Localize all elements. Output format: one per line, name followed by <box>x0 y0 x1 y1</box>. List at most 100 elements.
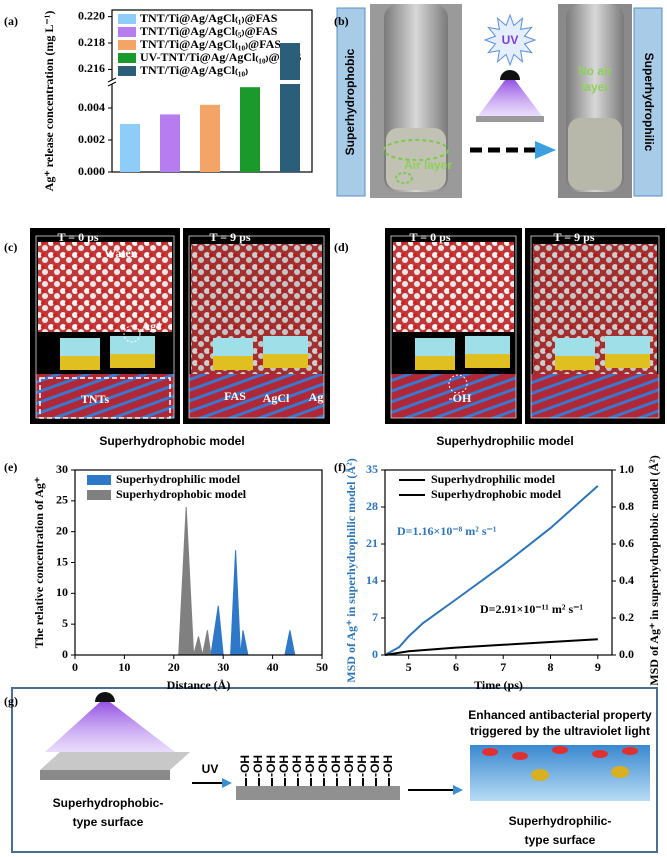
x-tick-label: 5 <box>406 660 412 674</box>
y-tick-label: 0.8 <box>619 499 634 513</box>
y-tick-label: 28 <box>366 499 378 513</box>
bar <box>280 43 300 173</box>
y-tick-label: 10 <box>56 585 68 599</box>
oh-label: -OH <box>264 755 278 777</box>
annotation: -OH <box>449 391 472 405</box>
x-axis-label: Distance (Å) <box>167 678 231 692</box>
bar <box>200 104 220 172</box>
oh-label: -OH <box>329 755 343 777</box>
oh-label: -OH <box>381 755 395 777</box>
y-tick-label: 0 <box>372 647 378 661</box>
tnt-layer <box>189 374 324 418</box>
water-box <box>191 244 322 394</box>
y-axis-label: MSD of Ag⁺ in superhydrophilic model (Å²… <box>344 458 358 682</box>
y-tick-label: 7 <box>372 610 378 624</box>
y-tick-label: 20 <box>56 523 68 537</box>
legend-label: TNT/Ti@Ag/AgCl₍₅₎@FAS <box>140 24 278 38</box>
panel-caption: Superhydrophobic model <box>99 434 244 448</box>
y-tick-label: 21 <box>366 536 378 550</box>
legend-label: TNT/Ti@Ag/AgCl₍₁₀₎@FAS <box>140 37 281 51</box>
oh-label: -OH <box>303 755 317 777</box>
bacteria <box>482 748 498 756</box>
y-tick-label: 0.220 <box>78 8 105 22</box>
tnt-layer <box>531 374 659 418</box>
highlight <box>39 377 171 419</box>
oh-label: -OH <box>355 755 369 777</box>
title: triggered by the ultraviolet light <box>470 724 650 738</box>
legend-swatch <box>118 14 136 24</box>
caption: type surface <box>73 815 144 829</box>
legend-swatch <box>87 475 111 485</box>
annotation: UV <box>502 33 519 47</box>
surface <box>236 786 400 800</box>
oh-label: -OH <box>251 755 265 777</box>
ag-ion <box>611 766 629 778</box>
agcl-layer <box>263 354 308 368</box>
bar-break <box>279 80 301 84</box>
bar <box>240 87 260 172</box>
annotation: Water <box>104 246 137 260</box>
line <box>384 485 599 656</box>
panel-caption: Superhydrophilic model <box>436 434 573 448</box>
uv-sun <box>483 13 537 67</box>
title: Enhanced antibacterial property <box>468 708 652 722</box>
annotation: Air layer <box>404 158 452 172</box>
panel-label: (a) <box>4 14 18 28</box>
y-tick-label: 0.4 <box>619 573 634 587</box>
legend-label: Superhydrophobic model <box>116 487 247 501</box>
axis-break <box>109 80 115 84</box>
legend-label: Superhydrophilic model <box>116 472 241 486</box>
area <box>178 506 212 656</box>
time-label: T = 9 ps <box>210 230 251 244</box>
y-axis-label: The relative concentration of Ag⁺ <box>32 477 46 648</box>
y-tick-label: 5 <box>62 616 68 630</box>
tnt-layer <box>391 374 516 418</box>
agcl-layer <box>465 354 510 368</box>
arrow-head <box>222 778 232 788</box>
x-tick-label: 30 <box>217 660 229 674</box>
panel-label: (c) <box>4 240 17 254</box>
oh-label: -OH <box>277 755 291 777</box>
time-label: T = 0 ps <box>410 230 451 244</box>
oh-label: -OH <box>290 755 304 777</box>
x-tick-label: 8 <box>548 660 554 674</box>
side-label: Superhydrophobic <box>343 48 357 155</box>
panel-label: (d) <box>334 240 349 254</box>
legend-swatch <box>118 27 136 37</box>
agcl-layer <box>110 354 155 368</box>
side-label: Superhydrophilic <box>642 53 656 152</box>
x-tick-label: 50 <box>316 660 328 674</box>
annotation: Ag⁺ <box>142 319 163 333</box>
surface <box>476 116 544 122</box>
box-outline <box>188 235 325 419</box>
panel-label: (f) <box>334 460 346 474</box>
y-tick-label: 0.000 <box>78 164 105 178</box>
y-tick-label: 14 <box>366 573 378 587</box>
fas-layer <box>605 336 650 354</box>
annotation: FAS <box>224 389 246 403</box>
label-box <box>336 7 366 197</box>
fas-layer <box>110 336 155 354</box>
bacteria <box>622 747 638 755</box>
oh-label: -OH <box>238 755 252 777</box>
liquid <box>568 118 622 190</box>
x-axis-label: Time (ps) <box>474 678 523 692</box>
area <box>210 550 296 656</box>
y-tick-label: 0 <box>62 647 68 661</box>
air-ring <box>383 139 449 161</box>
annotation: AgCl <box>263 391 290 405</box>
surface <box>40 752 190 770</box>
bar <box>120 124 140 172</box>
arrow-head <box>453 785 463 795</box>
annotation: D=1.16×10⁻⁸ m² s⁻¹ <box>397 524 497 538</box>
bacteria <box>512 752 528 760</box>
fas-layer <box>213 338 253 356</box>
annotation: No air <box>578 64 612 78</box>
fas-layer <box>60 338 100 356</box>
agcl-layer <box>60 356 100 370</box>
caption: type surface <box>525 833 596 847</box>
bacteria <box>592 750 608 758</box>
agcl-layer <box>555 356 595 370</box>
x-tick-label: 10 <box>118 660 130 674</box>
fas-layer <box>465 336 510 354</box>
